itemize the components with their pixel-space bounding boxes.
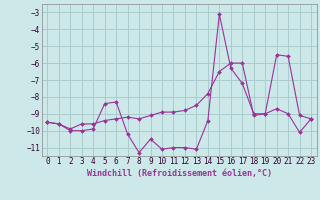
X-axis label: Windchill (Refroidissement éolien,°C): Windchill (Refroidissement éolien,°C) bbox=[87, 169, 272, 178]
